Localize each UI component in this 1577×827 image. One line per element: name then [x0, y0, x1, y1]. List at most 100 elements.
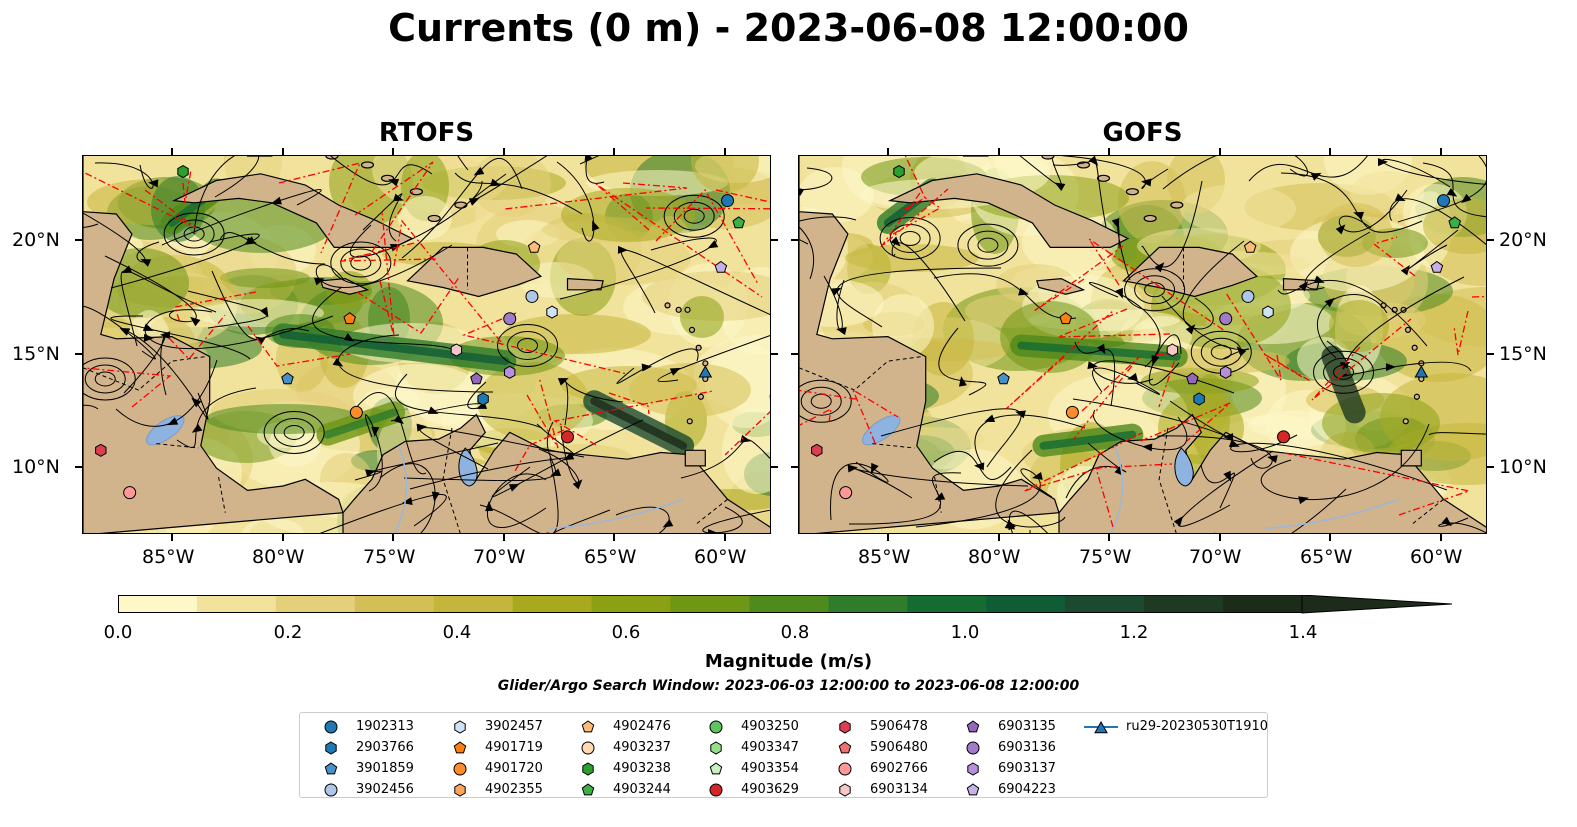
legend-symbol-4903244[interactable] — [581, 783, 595, 796]
rtofs-map[interactable] — [82, 155, 771, 534]
legend-marker — [453, 741, 467, 754]
float-marker-4903244[interactable] — [1448, 216, 1461, 229]
float-marker-6903137[interactable] — [504, 365, 516, 379]
float-marker-4902476[interactable] — [527, 240, 541, 253]
legend-symbol-6903134[interactable] — [839, 783, 851, 797]
legend-symbol-4903347[interactable] — [710, 741, 722, 755]
colorbar-segment — [196, 595, 277, 613]
legend-item: 4903244 — [569, 780, 694, 800]
lon-tick-label: 70°W — [1189, 546, 1242, 568]
float-marker-5906478[interactable] — [95, 443, 107, 457]
legend-symbol-3901859[interactable] — [324, 762, 338, 775]
float-marker-6903137[interactable] — [1220, 365, 1232, 379]
float-marker-6902766[interactable] — [123, 486, 137, 500]
legend-symbol-5906480[interactable] — [838, 741, 852, 754]
float-marker-2903766[interactable] — [477, 392, 489, 406]
float-marker-4902476[interactable] — [1243, 240, 1257, 253]
float-marker-4903238[interactable] — [177, 165, 189, 179]
float-marker-3901859[interactable] — [281, 372, 294, 385]
float-marker-6903135[interactable] — [470, 372, 483, 385]
colorbar-tick-label: 1.4 — [1288, 622, 1318, 643]
legend-symbol-5906478[interactable] — [839, 720, 851, 734]
lon-tick-label: 70°W — [473, 546, 526, 568]
float-marker-3902457[interactable] — [546, 305, 558, 319]
legend-label: 6903135 — [998, 719, 1056, 734]
legend-item: 4903238 — [569, 759, 694, 779]
legend-symbol-4901720[interactable] — [453, 762, 467, 776]
float-marker-5906478[interactable] — [811, 443, 823, 457]
legend-item: 5906480 — [826, 738, 951, 758]
float-marker-4901720[interactable] — [1065, 405, 1079, 419]
colorbar-segment — [986, 595, 1066, 613]
legend-label: 6903134 — [870, 782, 928, 797]
float-marker-1902313[interactable] — [1437, 194, 1451, 208]
legend-symbol-3902457[interactable] — [454, 720, 466, 734]
float-marker-3901859[interactable] — [997, 372, 1010, 385]
figure-title: Currents (0 m) - 2023-06-08 12:00:00 — [388, 6, 1189, 50]
float-marker-6903136[interactable] — [503, 312, 517, 326]
legend-symbol-4903250[interactable] — [709, 720, 723, 734]
float-marker-4901719[interactable] — [1059, 312, 1072, 325]
legend-marker — [453, 762, 467, 776]
legend-symbol-6903136[interactable] — [966, 741, 980, 755]
legend-marker — [454, 783, 466, 797]
legend-symbol-4901719[interactable] — [453, 741, 467, 754]
float-marker-4903629[interactable] — [1277, 430, 1291, 444]
float-marker-6902766[interactable] — [839, 486, 853, 500]
legend-symbol-4903238[interactable] — [582, 762, 594, 776]
float-marker-4903238[interactable] — [893, 165, 905, 179]
float-marker-4901719[interactable] — [343, 312, 356, 325]
gofs-map[interactable] — [798, 155, 1487, 534]
legend-symbol-6904223[interactable] — [966, 783, 980, 796]
float-marker-6903134[interactable] — [450, 343, 463, 357]
float-marker-ru29-20230530T1910[interactable] — [1414, 365, 1429, 378]
float-marker-4903629[interactable] — [561, 430, 575, 444]
legend-symbol-6903135[interactable] — [966, 720, 980, 733]
legend-symbol-6903137[interactable] — [967, 762, 979, 776]
float-marker-3902457[interactable] — [1262, 305, 1274, 319]
island-landmass — [695, 344, 702, 351]
legend-marker — [710, 741, 722, 755]
colorbar-segment — [512, 595, 593, 613]
legend-symbol-6902766[interactable] — [838, 762, 852, 776]
legend-symbol-4902355[interactable] — [454, 783, 466, 797]
float-marker-2903766[interactable] — [1193, 392, 1205, 406]
legend-item: 4903347 — [697, 738, 822, 758]
legend-label: 4902476 — [613, 719, 671, 734]
colorbar-segment — [670, 595, 750, 613]
legend-item: 3902456 — [312, 780, 437, 800]
colorbar-segment — [749, 595, 829, 613]
island-landmass — [664, 302, 671, 309]
float-marker-4901720[interactable] — [349, 405, 363, 419]
island-landmass — [1170, 201, 1184, 209]
float-marker-ru29-20230530T1910[interactable] — [698, 365, 713, 378]
legend-symbol-4902476[interactable] — [581, 720, 595, 733]
legend-marker — [709, 783, 723, 797]
legend-item: 4902355 — [441, 780, 566, 800]
float-marker-6903136[interactable] — [1219, 312, 1233, 326]
legend-symbol-2903766[interactable] — [325, 741, 337, 755]
legend-label: 6904223 — [998, 782, 1056, 797]
puerto-rico-landmass — [1282, 277, 1320, 291]
legend-symbol-1902313[interactable] — [324, 720, 338, 734]
float-marker-6903134[interactable] — [1166, 343, 1179, 357]
float-marker-6904223[interactable] — [714, 260, 728, 273]
colorbar-segment — [1223, 595, 1303, 613]
legend-label: ru29-20230530T1910 — [1126, 719, 1269, 734]
float-marker-4903244[interactable] — [732, 216, 745, 229]
legend-symbol-4903354[interactable] — [709, 762, 723, 775]
float-marker-3902456[interactable] — [1241, 289, 1255, 303]
legend-symbol-4903237[interactable] — [581, 741, 595, 755]
legend-label: 4903237 — [613, 740, 671, 755]
legend-symbol-3902456[interactable] — [324, 783, 338, 797]
float-marker-6903135[interactable] — [1186, 372, 1199, 385]
legend-label: 4903238 — [613, 761, 671, 776]
trinidad-landmass — [684, 449, 706, 467]
legend-marker — [838, 741, 852, 754]
legend-symbol-ru29-20230530T1910[interactable] — [1094, 720, 1108, 734]
float-marker-6904223[interactable] — [1430, 260, 1444, 273]
float-marker-1902313[interactable] — [721, 194, 735, 208]
float-marker-3902456[interactable] — [525, 289, 539, 303]
legend-label: 4903629 — [741, 782, 799, 797]
legend-symbol-4903629[interactable] — [709, 783, 723, 797]
